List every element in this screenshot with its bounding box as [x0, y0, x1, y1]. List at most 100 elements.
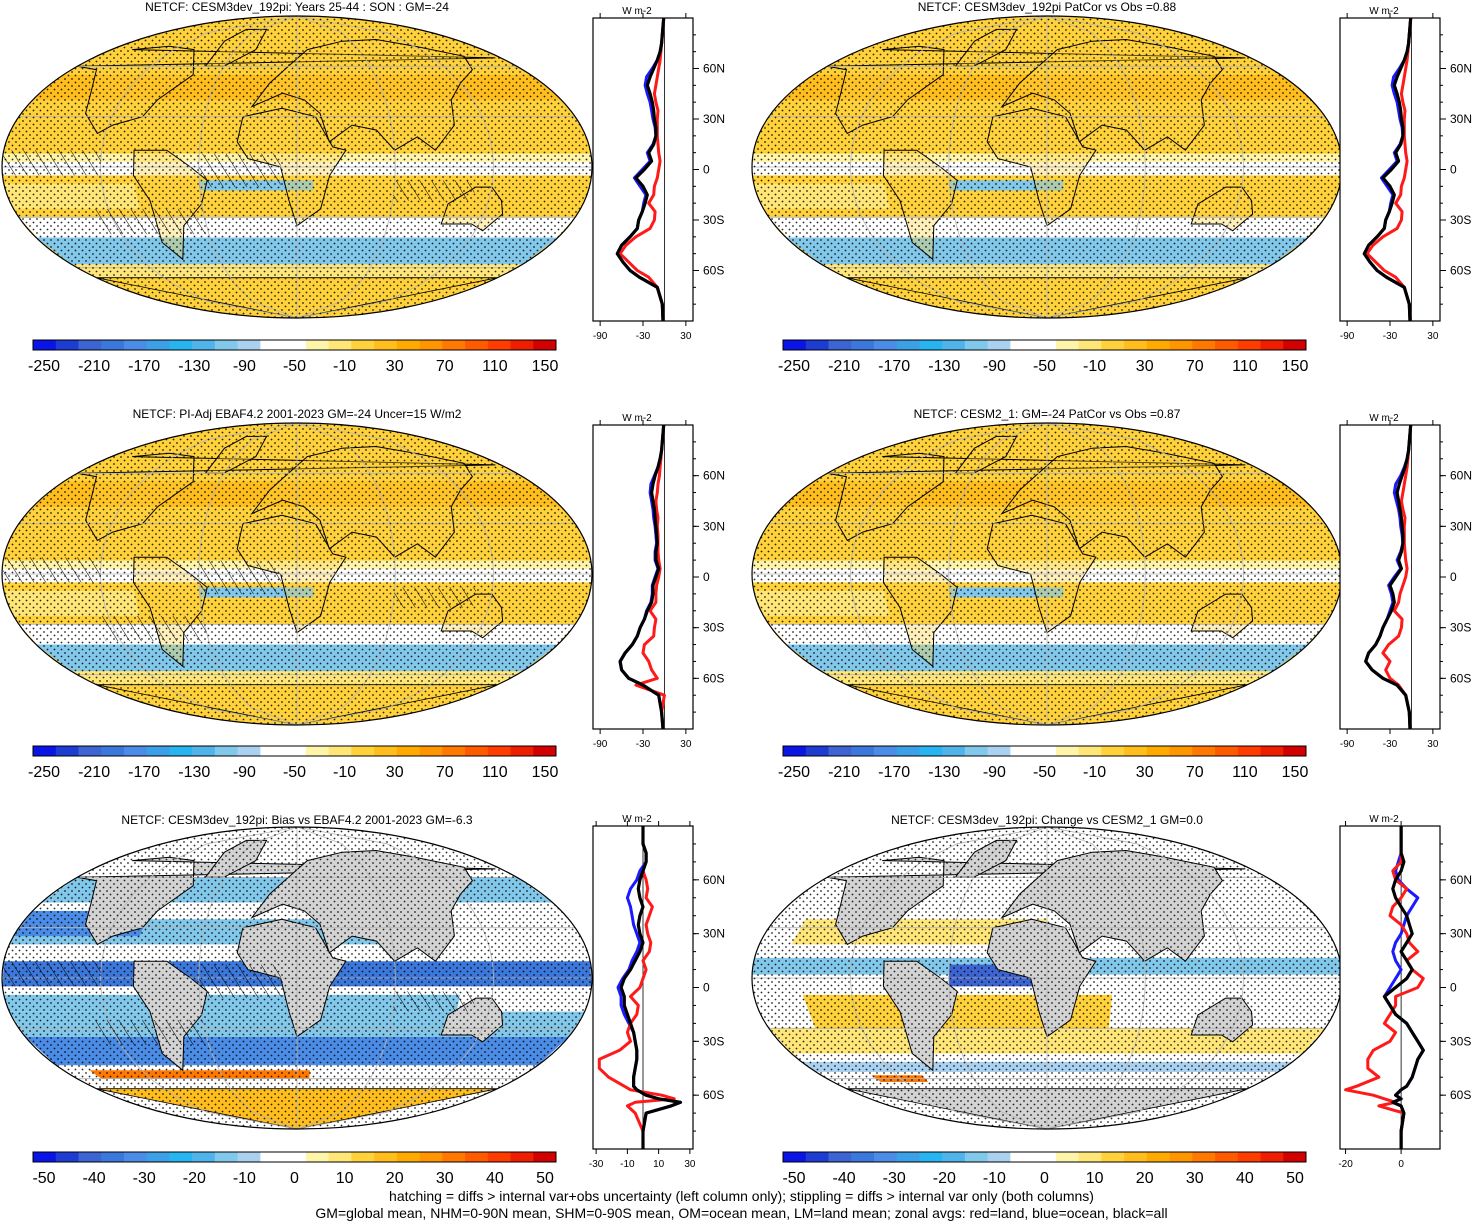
hatching-overlay: [199, 560, 281, 595]
colorbar-box: [1078, 746, 1102, 756]
colorbar-box: [851, 746, 875, 756]
colorbar-box: [374, 340, 398, 350]
colorbar-box: [942, 746, 966, 756]
colorbar-label: 110: [1232, 358, 1258, 375]
zonal-ytick-label: 30S: [703, 621, 724, 635]
stippling-overlay: [752, 827, 1342, 1129]
zonal-ytick-label: 30S: [1450, 1034, 1471, 1048]
zonal-ytick-label: 30N: [703, 927, 725, 941]
colorbar-box: [919, 340, 943, 350]
zonal-xtick-label: 30: [684, 1159, 696, 1170]
colorbar-box: [465, 340, 489, 350]
colorbar-box: [1237, 1152, 1261, 1162]
zonal-ytick-label: 60S: [1450, 264, 1471, 278]
colorbar-box: [1260, 746, 1284, 756]
map-field: [752, 423, 1342, 725]
zonal-xtick-label: -30: [636, 331, 651, 342]
colorbar-label: -250: [778, 764, 810, 781]
colorbar-label: 10: [1086, 1170, 1104, 1187]
colorbar-label: -90: [233, 764, 256, 781]
colorbar-label: 110: [1232, 764, 1258, 781]
stippling-overlay: [752, 16, 1342, 318]
colorbar-box: [396, 746, 420, 756]
colorbar-label: 30: [1136, 358, 1154, 375]
panel-2: NETCF: CESM3dev_192pi PatCor vs Obs =0.8…: [751, 0, 1472, 375]
zonal-xtick-label: -20: [1338, 1159, 1353, 1170]
zonal-xtick-label: -90: [1340, 739, 1355, 750]
colorbar-label: 30: [1136, 764, 1154, 781]
colorbar-box: [237, 746, 261, 756]
colorbar-box: [1192, 1152, 1216, 1162]
colorbar-box: [33, 340, 57, 350]
colorbar-box: [1010, 1152, 1034, 1162]
colorbar-box: [396, 340, 420, 350]
zonal-series-land: [597, 826, 676, 1149]
hatching-overlay: [392, 587, 477, 608]
colorbar-label: 50: [1286, 1170, 1304, 1187]
colorbar-label: -10: [233, 1170, 256, 1187]
colorbar-box: [1010, 746, 1034, 756]
colorbar-label: -170: [128, 764, 160, 781]
colorbar-box: [305, 746, 329, 756]
colorbar-label: -30: [883, 1170, 906, 1187]
colorbar-label: 30: [1186, 1170, 1204, 1187]
colorbar-label: -10: [1083, 764, 1106, 781]
colorbar-box: [55, 340, 79, 350]
colorbar-label: 0: [290, 1170, 299, 1187]
colorbar-label: 40: [486, 1170, 504, 1187]
hatching-overlay: [92, 208, 209, 235]
colorbar-box: [828, 340, 852, 350]
colorbar-box: [419, 746, 443, 756]
zonal-series-all: [1382, 826, 1425, 1149]
colorbar-box: [328, 1152, 352, 1162]
colorbar-outline: [782, 745, 1307, 757]
colorbar-box: [1169, 1152, 1193, 1162]
panel-title: NETCF: CESM3dev_192pi PatCor vs Obs =0.8…: [918, 0, 1177, 14]
zonal-ytick-label: 30N: [1450, 927, 1472, 941]
colorbar-box: [919, 1152, 943, 1162]
zonal-series-all: [619, 826, 683, 1149]
colorbar-label: -50: [1033, 358, 1056, 375]
map-field: [752, 827, 1342, 1129]
colorbar-label: -30: [133, 1170, 156, 1187]
colorbar-box: [78, 1152, 102, 1162]
colorbar-outline: [782, 1151, 1307, 1163]
colorbar-label: -250: [28, 358, 60, 375]
colorbar-box: [851, 1152, 875, 1162]
colorbar-box: [123, 340, 147, 350]
colorbar-box: [487, 1152, 511, 1162]
footnote-hatching: hatching = diffs > internal var+obs unce…: [389, 1188, 1094, 1204]
zonal-ytick-label: 60N: [1450, 873, 1472, 887]
colorbar-label: -40: [833, 1170, 856, 1187]
zonal-xtick-label: -90: [593, 739, 608, 750]
colorbar-box: [192, 1152, 216, 1162]
colorbar-label: -250: [778, 358, 810, 375]
zonal-ytick-label: 60N: [703, 469, 725, 483]
colorbar-label: -50: [283, 764, 306, 781]
colorbar-box: [33, 1152, 57, 1162]
zonal-ytick-label: 60N: [1450, 62, 1472, 76]
colorbar-box: [123, 1152, 147, 1162]
hatching-overlay: [2, 557, 102, 583]
colorbar-box: [169, 340, 193, 350]
zonal-xtick-label: -90: [1340, 331, 1355, 342]
colorbar-box: [442, 746, 466, 756]
colorbar-box: [442, 340, 466, 350]
colorbar-label: 110: [482, 764, 508, 781]
stippling-overlay: [752, 423, 1342, 725]
colorbar-box: [896, 1152, 920, 1162]
colorbar-box: [123, 746, 147, 756]
colorbar-box: [805, 340, 829, 350]
colorbar-box: [987, 746, 1011, 756]
zonal-axis-label: W m-2: [1369, 814, 1399, 825]
colorbar-label: -10: [1083, 358, 1106, 375]
colorbar-label: 30: [436, 1170, 454, 1187]
colorbar-box: [1237, 340, 1261, 350]
colorbar-box: [1146, 1152, 1170, 1162]
colorbar-label: 0: [1040, 1170, 1049, 1187]
zonal-frame: [592, 424, 694, 730]
zonal-ytick-label: 30N: [1450, 112, 1472, 126]
colorbar-label: 110: [482, 358, 508, 375]
hatching-overlay: [199, 964, 281, 999]
colorbar-box: [896, 746, 920, 756]
